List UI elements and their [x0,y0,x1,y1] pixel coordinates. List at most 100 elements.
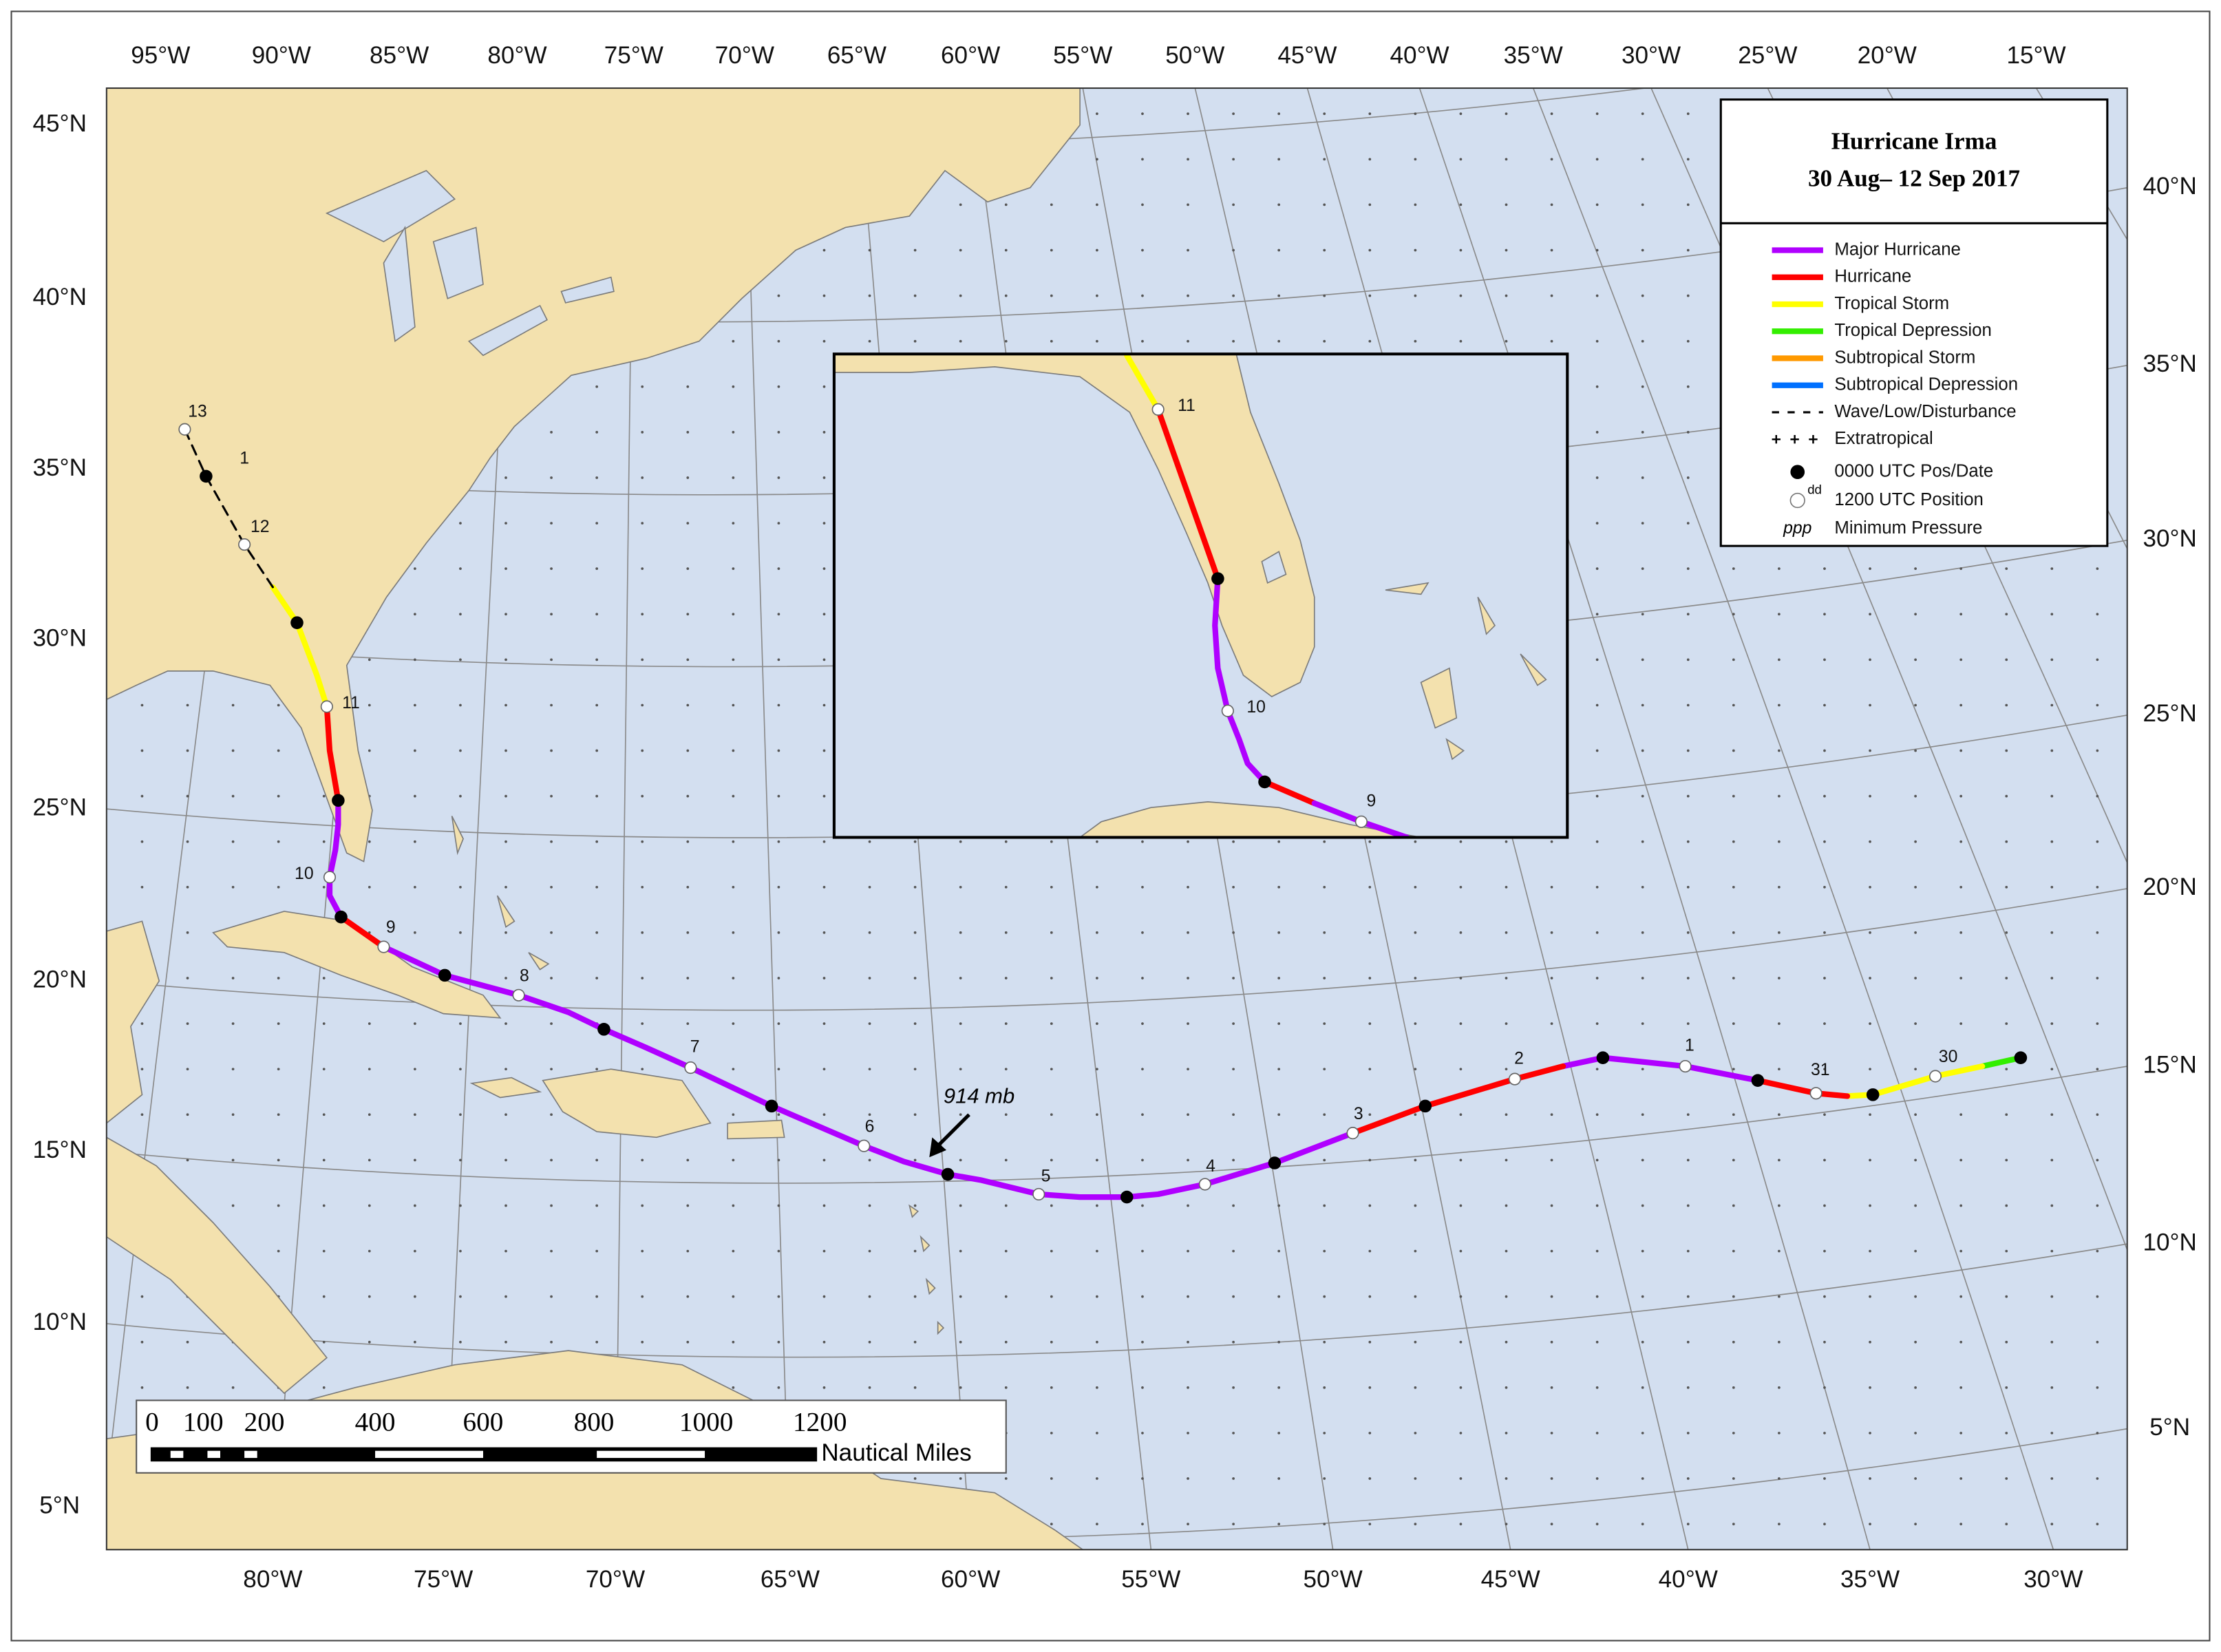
grid-dot [1914,1158,1917,1162]
grid-dot [1004,1477,1008,1480]
legend-label: Tropical Depression [1834,321,1991,340]
grid-dot [1550,1204,1553,1207]
grid-dot [2096,749,2099,752]
grid-dot [1959,931,1963,934]
grid-dot [1187,1204,1189,1207]
grid-dot [1869,931,1871,934]
grid-dot [1096,931,1098,934]
grid-dot [2050,1022,2054,1025]
grid-dot [822,1340,826,1344]
grid-dot [1368,1432,1372,1434]
grid-dot [186,1386,189,1389]
grid-dot [1914,1204,1917,1207]
date-label: 13 [188,403,207,421]
grid-dot [1368,203,1372,206]
grid-dot [1323,1523,1326,1525]
legend-label: Extratropical [1834,429,1933,448]
grid-dot [277,1249,280,1253]
grid-dot [1686,476,1690,479]
legend-swatch [1790,465,1805,480]
grid-dot [1050,931,1053,934]
grid-dot [1004,1295,1008,1298]
grid-dot [1505,294,1508,297]
grid-dot [1869,1068,1871,1071]
grid-dot [322,1386,326,1389]
grid-dot [777,794,780,798]
grid-dot [1368,112,1372,116]
grid-dot [1277,1340,1281,1344]
grid-dot [1414,1113,1417,1116]
top-longitude-label: 30°W [1622,42,1681,69]
position-0000utc [1418,1099,1432,1113]
grid-dot [1459,1022,1463,1025]
grid-dot [1686,1432,1690,1434]
grid-dot [1323,1204,1326,1207]
legend-label: Subtropical Depression [1834,375,2018,394]
grid-dot [1732,1022,1735,1025]
grid-dot [2096,931,2099,934]
top-longitude-label: 40°W [1390,42,1449,69]
grid-dot [1323,339,1326,343]
grid-dot [1914,1022,1917,1025]
grid-dot [1459,339,1463,343]
grid-dot [1914,613,1917,616]
grid-dot [1096,885,1098,889]
grid-dot [1004,1204,1008,1207]
grid-dot [2005,1386,2008,1389]
grid-dot [368,1022,371,1025]
grid-dot [641,749,644,752]
grid-dot [1459,1432,1463,1434]
grid-dot [1595,1340,1599,1344]
grid-dot [368,1249,371,1253]
grid-dot [2050,1113,2054,1116]
grid-dot [1459,1204,1463,1207]
track-segment [338,914,387,950]
grid-dot [641,703,644,707]
grid-dot [414,794,416,798]
grid-dot [1595,885,1599,889]
grid-dot [2050,658,2054,661]
grid-dot [1505,1523,1508,1525]
grid-dot [1959,567,1963,571]
grid-dot [1096,248,1098,252]
grid-dot [2005,977,2008,979]
grid-dot [777,1295,780,1298]
grid-dot [1050,1295,1053,1298]
grid-dot [777,567,780,571]
grid-dot [1187,158,1189,161]
grid-dot [1550,203,1553,206]
grid-dot [550,885,553,889]
grid-dot [641,658,644,661]
scale-label: 100 [183,1408,224,1437]
position-0000utc [1751,1074,1765,1088]
grid-dot [1050,1432,1053,1434]
grid-dot [1641,567,1644,571]
grid-dot [1550,1022,1553,1025]
grid-dot [140,1386,144,1389]
grid-dot [1595,749,1599,752]
bottom-longitude-label: 55°W [1121,1566,1180,1593]
bottom-longitude-label: 80°W [243,1566,302,1593]
grid-dot [1141,1295,1144,1298]
grid-dot [1459,203,1463,206]
grid-dot [1641,203,1644,206]
date-label: 6 [865,1117,875,1136]
grid-dot [1459,885,1463,889]
grid-dot [1187,248,1189,252]
grid-dot [1459,1523,1463,1525]
grid-dot [1459,1477,1463,1480]
grid-dot [777,1113,780,1116]
scale-label: 0 [145,1408,159,1437]
grid-dot [1459,931,1463,934]
grid-dot [1595,1158,1599,1162]
grid-dot [1686,1249,1690,1253]
grid-dot [186,1068,189,1071]
grid-dot [1641,522,1644,525]
date-label: 30 [1939,1048,1958,1066]
grid-dot [1096,1523,1098,1525]
grid-dot [1096,1340,1098,1344]
grid-dot [1096,1249,1098,1253]
grid-dot [1686,1295,1690,1298]
grid-dot [822,431,826,434]
